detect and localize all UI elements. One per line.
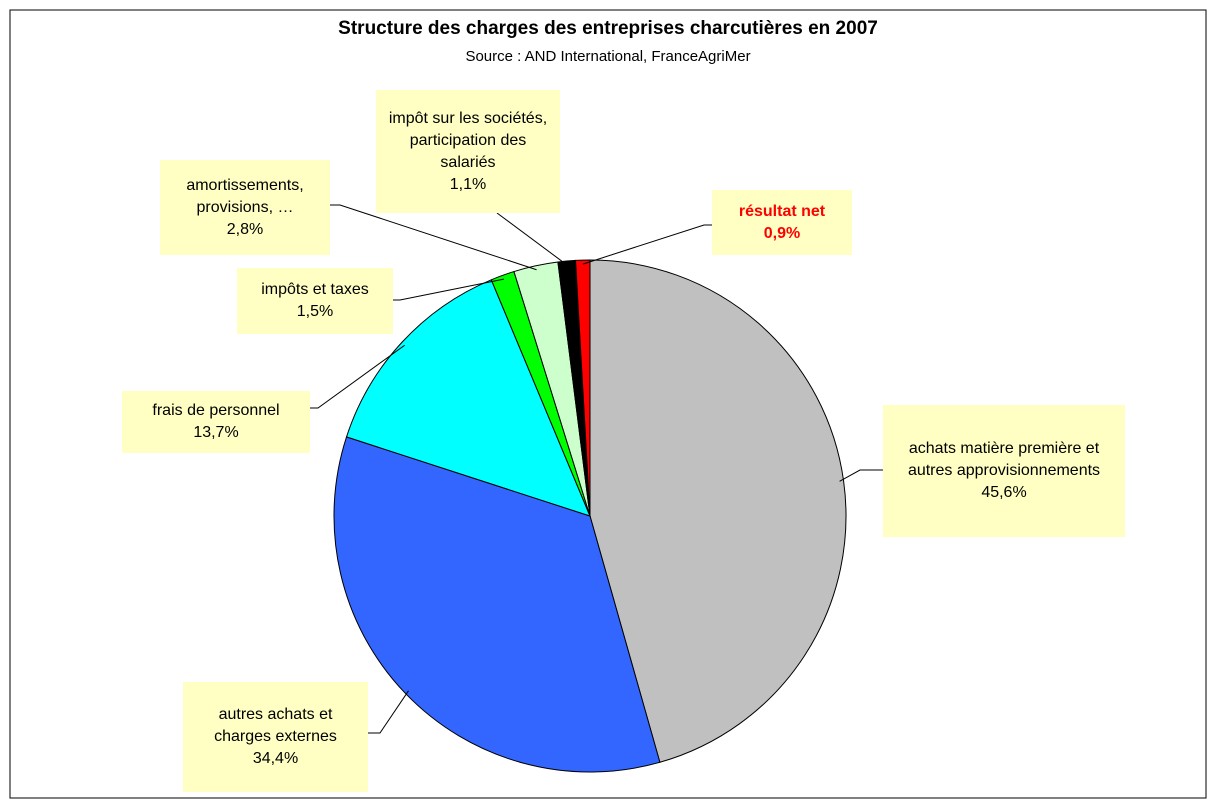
leader-line: [839, 469, 883, 482]
slice-value: 13,7%: [193, 424, 239, 441]
slice-label: impôt sur les sociétés, participation de…: [376, 90, 560, 213]
slice-category: autres achats et charges externes: [214, 706, 337, 745]
chart-title: Structure des charges des entreprises ch…: [338, 18, 878, 39]
leader-line: [368, 690, 409, 734]
slice-value: 34,4%: [252, 750, 299, 767]
pie-slice: [345, 279, 591, 517]
frame: [9, 9, 1207, 799]
slice-category: frais de personnel: [152, 402, 280, 419]
slice-category: impôt sur les sociétés, participation de…: [388, 109, 548, 171]
chart-subtitle: Source : AND International, FranceAgriMe…: [465, 48, 751, 65]
slice-category: amortissements, provisions, …: [186, 176, 304, 216]
slice-label: achats matière première et autres approv…: [883, 405, 1125, 537]
leader-line: [496, 212, 568, 266]
leader-line: [582, 224, 712, 265]
slice-value: 1,1%: [449, 175, 487, 193]
slice-category: impôts et taxes: [261, 281, 369, 298]
pie-slice: [333, 436, 661, 773]
slice-label: amortissements, provisions, … 2,8%: [160, 160, 330, 255]
leader-line: [310, 344, 405, 409]
slice-value: 0,9%: [763, 224, 801, 242]
leader-line: [330, 204, 537, 271]
slice-label: frais de personnel 13,7%: [122, 391, 310, 453]
slice-label: autres achats et charges externes 34,4%: [183, 682, 368, 792]
slice-value: 2,8%: [226, 220, 264, 238]
slice-category: achats matière première et autres approv…: [907, 440, 1101, 479]
slice-label: résultat net 0,9%: [712, 190, 852, 255]
slice-value: 45,6%: [981, 484, 1027, 501]
slice-category: résultat net: [738, 202, 826, 220]
slice-value: 1,5%: [296, 303, 334, 320]
pie-slice: [589, 259, 847, 763]
slice-label: impôts et taxes 1,5%: [237, 268, 393, 334]
leader-line: [393, 278, 504, 301]
pie-slice: [575, 259, 591, 517]
